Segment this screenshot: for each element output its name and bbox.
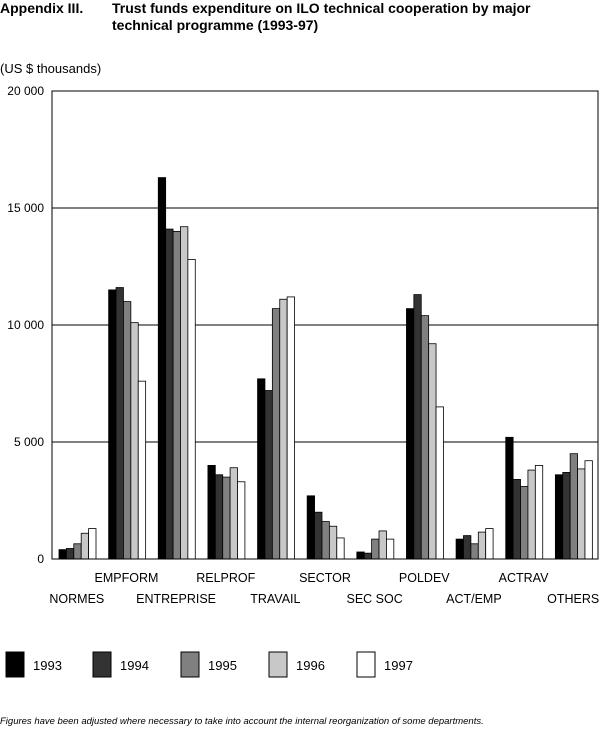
bar-1994-entreprise: [165, 228, 174, 560]
bar-1997-normes: [88, 528, 97, 560]
bar-1996-sector: [328, 525, 338, 560]
bar-1996-empform: [130, 322, 139, 560]
bar-1996-relprof: [229, 467, 238, 560]
legend-label-1993: 1993: [33, 658, 62, 673]
y-tick-label: 10 000: [7, 318, 44, 332]
bar-1993-others: [554, 474, 564, 560]
x-category-label: NORMES: [49, 592, 104, 606]
legend-swatch-1995: [180, 651, 200, 678]
bar-1993-sector: [306, 495, 315, 560]
bar-1996-entreprise: [180, 226, 189, 560]
x-category-label: RELPROF: [196, 571, 255, 585]
y-tick-label: 5 000: [14, 435, 44, 449]
x-category-label: ENTREPRISE: [136, 592, 216, 606]
x-category-label: ACTRAV: [499, 571, 549, 585]
bar-1997-others: [584, 460, 593, 560]
bar-1995-normes: [73, 543, 82, 560]
bar-chart: 0 5 000 10 000 15 000 20 000 NORMES EMPFORM ENT…: [5, 84, 599, 678]
bar-1996-poldev: [428, 343, 437, 560]
bar-1994-travail: [264, 390, 273, 560]
bar-1994-poldev: [413, 294, 422, 560]
bar-1993-travail: [257, 378, 266, 560]
y-tick-label: 0: [37, 552, 44, 566]
bar-1995-poldev: [420, 315, 430, 560]
bar-1994-sector: [314, 511, 323, 560]
x-category-label: OTHERS: [547, 592, 599, 606]
bar-1993-normes: [58, 549, 67, 560]
bar-1995-empform: [123, 301, 132, 560]
x-category-label: ACT/EMP: [446, 592, 502, 606]
bar-1996-actrav: [527, 469, 536, 560]
chart-title: Trust funds expenditure on ILO technical…: [112, 0, 531, 33]
bar-1993-actrav: [505, 436, 514, 560]
legend-swatch-1996: [268, 651, 288, 678]
bar-1993-empform: [108, 289, 117, 560]
bar-1995-entreprise: [172, 230, 181, 560]
bar-1996-act-emp: [477, 531, 487, 560]
legend-swatch-1997: [356, 651, 376, 678]
bar-1995-others: [569, 453, 578, 560]
bar-1997-sec-soc: [386, 538, 395, 560]
footnote: Figures have been adjusted where necessa…: [0, 716, 484, 727]
y-tick-label: 20 000: [7, 84, 44, 98]
legend-swatch-1994: [92, 651, 112, 678]
bar-1993-entreprise: [157, 177, 167, 560]
bar-1993-poldev: [406, 308, 415, 560]
bar-1997-actrav: [534, 464, 544, 560]
x-category-label: SECTOR: [299, 571, 351, 585]
bar-1993-act-emp: [455, 538, 464, 560]
bar-1994-others: [562, 472, 571, 560]
bar-1994-empform: [115, 287, 124, 560]
bar-1995-sector: [321, 521, 330, 560]
bar-1997-sector: [336, 537, 345, 560]
bar-1997-travail: [286, 296, 295, 560]
bar-1995-actrav: [520, 486, 529, 560]
x-category-label: SEC SOC: [347, 592, 403, 606]
bar-1994-act-emp: [463, 535, 472, 560]
legend-label-1997: 1997: [384, 658, 413, 673]
bar-1996-sec-soc: [378, 530, 387, 560]
appendix-label: Appendix III.: [0, 0, 84, 16]
bar-1994-relprof: [214, 474, 224, 560]
bar-1996-normes: [80, 532, 89, 560]
bar-1994-normes: [66, 548, 75, 560]
bar-1993-sec-soc: [356, 551, 365, 560]
bar-1997-entreprise: [187, 259, 196, 560]
x-category-label: POLDEV: [399, 571, 450, 585]
y-axis-unit-label: (US $ thousands): [0, 61, 102, 76]
bar-1997-relprof: [237, 481, 246, 560]
plot-frame: [51, 90, 599, 560]
bar-1996-others: [577, 468, 586, 560]
bar-1996-travail: [279, 298, 288, 560]
x-category-label: TRAVAIL: [250, 592, 300, 606]
bar-1997-poldev: [435, 406, 444, 560]
bar-1993-relprof: [207, 464, 216, 560]
y-tick-label: 15 000: [7, 201, 44, 215]
bar-1995-act-emp: [470, 543, 479, 560]
bar-1995-relprof: [222, 476, 231, 560]
legend-label-1995: 1995: [208, 658, 237, 673]
bar-1994-sec-soc: [363, 552, 373, 560]
legend-swatch-1993: [5, 651, 25, 678]
legend-label-1996: 1996: [296, 658, 325, 673]
bar-1995-sec-soc: [371, 538, 380, 560]
legend-label-1994: 1994: [120, 658, 149, 673]
bar-1997-empform: [137, 380, 147, 560]
bar-1995-travail: [271, 308, 281, 560]
bar-1997-act-emp: [485, 528, 494, 560]
bar-1994-actrav: [512, 479, 521, 560]
x-category-label: EMPFORM: [95, 571, 159, 585]
